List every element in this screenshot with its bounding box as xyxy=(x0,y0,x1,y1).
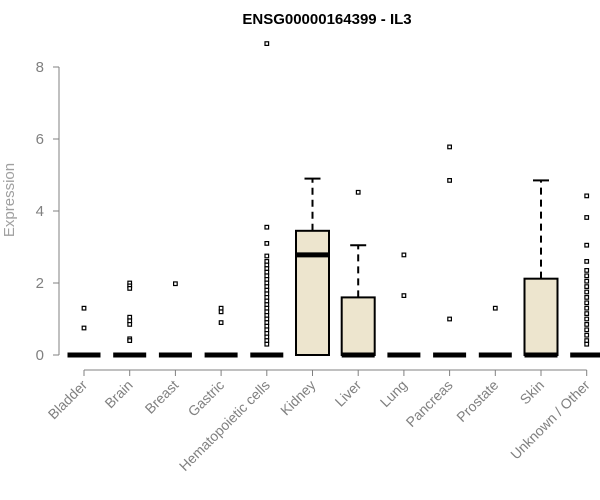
outlier-point xyxy=(264,341,270,347)
box-prostate xyxy=(478,305,512,358)
x-tick-label: Prostate xyxy=(453,377,501,425)
outlier-point xyxy=(584,284,590,289)
y-tick-label: 6 xyxy=(36,131,44,148)
outlier-point xyxy=(584,295,590,300)
x-tick-label: Gastric xyxy=(185,377,228,420)
box-liver xyxy=(340,189,376,358)
outlier-point xyxy=(584,242,590,248)
outlier-point xyxy=(584,193,590,199)
box-gastric xyxy=(204,305,238,358)
outlier-point xyxy=(584,259,590,264)
y-tick-label: 8 xyxy=(36,59,44,76)
y-tick-label: 2 xyxy=(36,275,44,292)
outlier-point xyxy=(173,281,178,287)
y-tick-label: 0 xyxy=(36,347,44,364)
outlier-point xyxy=(81,325,87,331)
outlier-point xyxy=(264,224,270,230)
y-tick-label: 4 xyxy=(36,203,44,220)
outlier-point xyxy=(584,341,590,347)
outlier-point xyxy=(584,316,590,322)
box xyxy=(523,277,559,356)
box-series xyxy=(67,41,600,358)
outlier-point xyxy=(584,215,590,220)
outlier-point xyxy=(584,322,590,327)
x-tick-label: Brain xyxy=(101,377,135,411)
outlier-point xyxy=(584,300,590,306)
outlier-point xyxy=(447,178,452,183)
y-axis: 0 2 4 6 8 xyxy=(36,59,60,364)
y-axis-title: Expression xyxy=(1,163,18,237)
outlier-point xyxy=(264,253,270,259)
box-unknown-other xyxy=(570,193,600,358)
x-tick-label: Pancreas xyxy=(403,377,456,430)
box-pancreas xyxy=(433,144,467,358)
box xyxy=(295,229,330,356)
outlier-point xyxy=(584,327,590,333)
outlier-point xyxy=(584,278,590,284)
box-breast xyxy=(158,281,192,358)
box-hematopoietic-cells xyxy=(250,41,284,358)
box-lung xyxy=(387,252,421,358)
outlier-point xyxy=(401,293,407,298)
outlier-point xyxy=(584,289,590,295)
outlier-point xyxy=(218,320,224,325)
outlier-point xyxy=(218,309,224,315)
outlier-point xyxy=(127,338,133,343)
x-tick-label: Unknown / Other xyxy=(507,377,593,463)
outlier-point xyxy=(584,273,590,279)
outlier-point xyxy=(127,286,133,291)
x-tick-label: Liver xyxy=(332,377,365,410)
outlier-point xyxy=(401,252,407,258)
x-tick-label: Bladder xyxy=(45,377,91,423)
outlier-point xyxy=(264,41,270,46)
outlier-point xyxy=(584,332,590,338)
outlier-point xyxy=(584,311,590,316)
box-skin xyxy=(523,179,559,358)
outlier-point xyxy=(492,305,498,311)
outlier-point xyxy=(584,305,590,311)
outlier-point xyxy=(127,322,133,327)
box-brain xyxy=(113,280,147,358)
outlier-point xyxy=(447,316,452,322)
outlier-point xyxy=(584,268,590,273)
x-tick-label: Skin xyxy=(517,377,548,408)
box-kidney xyxy=(295,177,330,356)
x-tick-label: Kidney xyxy=(277,377,319,419)
outlier-point xyxy=(355,189,361,195)
outlier-point xyxy=(447,144,452,150)
chart-title: ENSG00000164399 - IL3 xyxy=(242,11,411,28)
box xyxy=(340,296,376,356)
outlier-point xyxy=(81,305,87,311)
box-bladder xyxy=(67,305,101,358)
x-tick-label: Hematopoietic cells xyxy=(176,377,273,474)
x-tick-label: Breast xyxy=(142,377,182,417)
outlier-point xyxy=(264,241,270,246)
x-tick-label: Lung xyxy=(377,377,410,410)
